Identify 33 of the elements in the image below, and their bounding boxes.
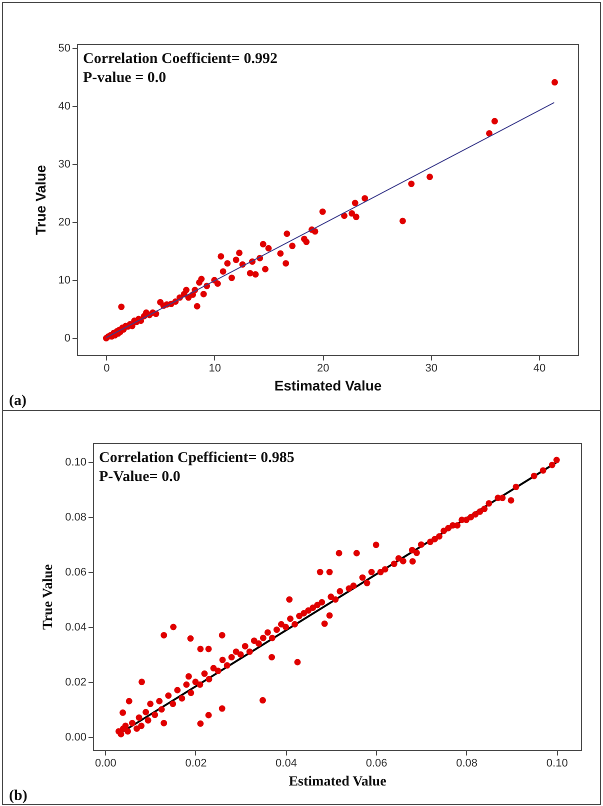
y-axis-title: True Value — [32, 164, 48, 236]
annotation: Correlation Coefficient= 0.992 — [83, 51, 278, 67]
x-tick-label: 0.10 — [546, 758, 568, 770]
y-tick-label: 0 — [64, 332, 70, 345]
y-tick-label: 40 — [58, 100, 70, 113]
y-axis-title: True Value — [41, 564, 56, 630]
x-axis-title: Estimated Value — [274, 378, 382, 394]
y-tick-label: 10 — [58, 274, 70, 287]
y-tick-label: 50 — [58, 42, 70, 55]
text: (b) — [9, 788, 28, 804]
annotation: P-value = 0.0 — [83, 70, 166, 86]
annotation: P-Value= 0.0 — [99, 469, 180, 485]
y-tick-label: 0.10 — [65, 456, 86, 469]
x-tick-label: 30 — [425, 362, 438, 374]
x-tick-label: 0.04 — [276, 758, 297, 770]
x-tick-label: 0.06 — [366, 758, 388, 770]
y-tick-label: 0.00 — [65, 731, 86, 744]
x-tick-label: 0.08 — [456, 758, 478, 770]
x-tick-label: 40 — [533, 362, 546, 374]
annotation: Correlation Cpefficient= 0.985 — [99, 450, 294, 466]
y-tick-label: 0.08 — [65, 512, 86, 524]
x-tick-label: 0.00 — [94, 758, 116, 770]
x-tick-label: 0.02 — [185, 758, 207, 770]
x-tick-label: 10 — [208, 362, 222, 374]
text: (a) — [9, 393, 26, 409]
y-tick-label: 0.06 — [65, 566, 86, 579]
x-tick-label: 20 — [317, 362, 330, 374]
x-axis-title: Estimated Value — [288, 774, 386, 790]
y-tick-label: 0.02 — [65, 676, 86, 688]
y-tick-label: 20 — [58, 216, 70, 229]
y-tick-label: 0.04 — [65, 621, 86, 634]
y-tick-label: 30 — [58, 158, 70, 171]
x-tick-label: 0 — [104, 362, 110, 374]
